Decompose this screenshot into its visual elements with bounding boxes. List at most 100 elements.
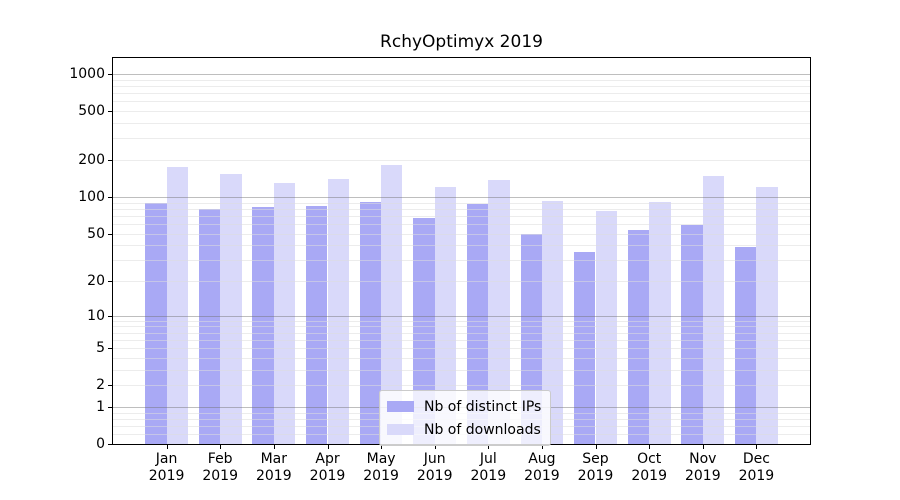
x-tick-mark-aug [541, 444, 543, 449]
legend-entry-distinct-ips: Nb of distinct IPs [387, 397, 541, 416]
y-tick-mark-500 [108, 111, 113, 113]
x-tick-month: Mar [260, 451, 287, 467]
y-tick-label-100: 100 [78, 188, 105, 205]
x-tick-month: Jul [479, 451, 497, 467]
y-tick-label-50: 50 [87, 225, 105, 242]
x-tick-month: Jan [155, 451, 178, 467]
y-tick-mark-50 [108, 233, 113, 235]
legend-swatch-downloads [387, 424, 414, 435]
x-tick-mark-feb [220, 444, 222, 449]
x-tick-label-sep: Sep 2019 [564, 451, 628, 485]
x-tick-month: Aug [528, 451, 556, 467]
bar-downloads-oct [649, 201, 671, 444]
x-tick-month: Jun [423, 451, 446, 467]
x-tick-label-jan: Jan 2019 [135, 451, 199, 485]
x-tick-label-oct: Oct 2019 [617, 451, 681, 485]
y-tick-mark-10 [108, 315, 113, 317]
x-tick-month: Dec [742, 451, 770, 467]
x-tick-month: Feb [207, 451, 233, 467]
bar-downloads-apr [327, 179, 349, 444]
x-tick-year: 2019 [577, 468, 614, 484]
plot-area: Nb of distinct IPs Nb of downloads [113, 58, 810, 446]
x-tick-label-feb: Feb 2019 [188, 451, 252, 485]
chart-title: RchyOptimyx 2019 [380, 32, 543, 52]
x-tick-mark-mar [273, 444, 275, 449]
x-tick-mark-jul [488, 444, 490, 449]
bar-distinct-ips-jul [466, 203, 489, 444]
y-tick-label-2: 2 [96, 377, 105, 394]
bar-distinct-ips-oct [627, 230, 650, 444]
y-tick-label-20: 20 [87, 273, 105, 289]
x-tick-label-dec: Dec 2019 [724, 451, 788, 485]
x-tick-mark-jun [434, 444, 436, 449]
x-tick-label-mar: Mar 2019 [242, 451, 306, 485]
y-tick-label-1000: 1000 [69, 66, 105, 82]
x-tick-month: Oct [637, 451, 662, 467]
x-tick-year: 2019 [470, 468, 507, 484]
bar-distinct-ips-may [359, 201, 382, 444]
legend: Nb of distinct IPs Nb of downloads [379, 390, 552, 446]
y-tick-label-1: 1 [96, 398, 105, 415]
bar-distinct-ips-mar [252, 206, 274, 444]
x-tick-year: 2019 [148, 468, 185, 484]
y-tick-mark-1 [108, 406, 113, 408]
x-tick-label-apr: Apr 2019 [296, 451, 360, 485]
legend-label-downloads: Nb of downloads [424, 421, 541, 438]
x-tick-year: 2019 [202, 468, 238, 484]
x-tick-year: 2019 [363, 468, 399, 484]
bar-downloads-aug [541, 200, 564, 444]
bar-distinct-ips-apr [306, 206, 328, 444]
y-tick-label-5: 5 [96, 340, 105, 357]
bar-downloads-dec [756, 187, 778, 444]
x-tick-year: 2019 [255, 468, 292, 484]
bar-downloads-jun [434, 186, 457, 444]
y-tick-mark-5 [108, 348, 113, 350]
x-tick-label-nov: Nov 2019 [671, 451, 735, 485]
bar-distinct-ips-feb [198, 209, 221, 444]
x-tick-year: 2019 [524, 468, 560, 484]
y-tick-mark-2 [108, 385, 113, 387]
bar-downloads-sep [595, 211, 617, 444]
y-tick-mark-100 [108, 196, 113, 198]
x-tick-label-aug: Aug 2019 [510, 451, 574, 485]
x-tick-mark-sep [595, 444, 597, 449]
x-tick-month: Apr [315, 451, 340, 467]
x-tick-mark-oct [649, 444, 651, 449]
bar-distinct-ips-sep [574, 252, 596, 444]
x-tick-month: Nov [689, 451, 717, 467]
x-tick-mark-may [381, 444, 383, 449]
bar-distinct-ips-dec [735, 246, 757, 444]
x-tick-year: 2019 [738, 468, 775, 484]
legend-label-distinct-ips: Nb of distinct IPs [424, 398, 542, 415]
x-tick-year: 2019 [309, 468, 346, 484]
y-tick-label-200: 200 [78, 152, 105, 168]
y-tick-mark-200 [108, 160, 113, 161]
y-tick-mark-0 [108, 444, 113, 445]
x-tick-month: Sep [582, 451, 609, 467]
bar-downloads-nov [702, 175, 725, 444]
bar-distinct-ips-jan [145, 203, 167, 444]
bars-layer [113, 58, 810, 444]
bar-downloads-mar [273, 182, 296, 444]
y-tick-label-500: 500 [78, 103, 105, 120]
bar-distinct-ips-nov [681, 224, 703, 444]
bar-downloads-jan [166, 166, 188, 444]
x-tick-year: 2019 [684, 468, 721, 484]
y-tick-label-0: 0 [96, 436, 105, 452]
x-tick-label-jun: Jun 2019 [403, 451, 467, 485]
bar-distinct-ips-jun [413, 218, 435, 444]
x-tick-label-may: May 2019 [349, 451, 413, 485]
legend-entry-downloads: Nb of downloads [387, 420, 541, 439]
x-tick-mark-nov [702, 444, 704, 449]
x-tick-mark-jan [166, 444, 168, 449]
x-tick-year: 2019 [631, 468, 667, 484]
x-tick-mark-apr [327, 444, 329, 449]
bar-downloads-feb [220, 173, 242, 444]
x-tick-mark-dec [756, 444, 758, 449]
x-tick-month: May [366, 451, 396, 467]
y-tick-mark-20 [108, 281, 113, 282]
y-tick-mark-1000 [108, 74, 113, 75]
y-tick-label-10: 10 [87, 307, 105, 324]
legend-swatch-distinct-ips [387, 401, 414, 412]
